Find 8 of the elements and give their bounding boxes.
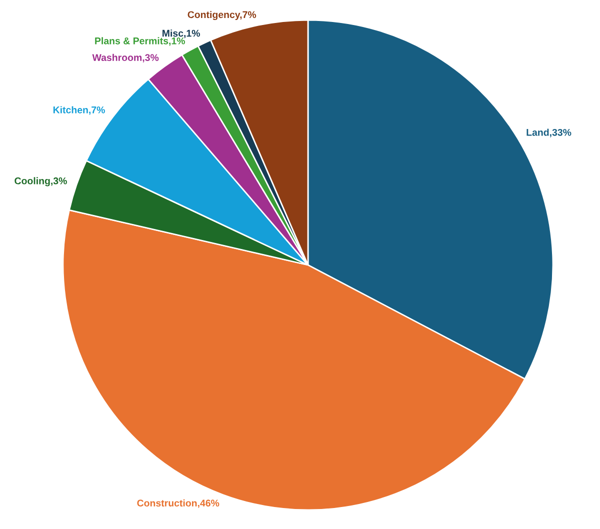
slice-label: Kitchen,7% <box>53 106 105 115</box>
slice-label: Plans & Permits,1% <box>95 37 185 46</box>
slice-label: Construction,46% <box>137 499 220 508</box>
slice-label: Misc,1% <box>162 30 200 38</box>
slice-label: Cooling,3% <box>14 177 67 186</box>
slice-label: Land,33% <box>526 128 572 138</box>
slice-label: Contigency,7% <box>188 10 256 20</box>
slice-label: Washroom,3% <box>92 54 159 62</box>
